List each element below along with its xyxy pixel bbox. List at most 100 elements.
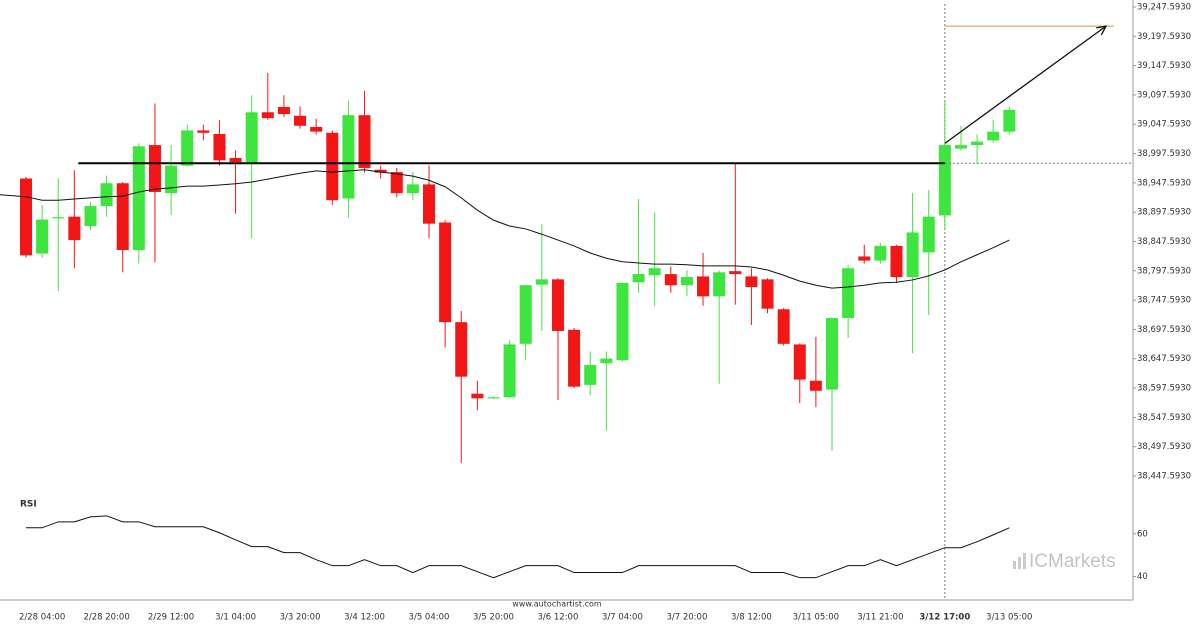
x-tick-label: 2/28 20:00	[83, 613, 129, 623]
candle-body	[84, 206, 97, 227]
candle-body	[616, 282, 629, 361]
candle-body	[842, 268, 855, 319]
forecast-arrow	[944, 25, 1107, 144]
candle-body	[326, 132, 339, 201]
candle-body	[713, 272, 726, 297]
candle-body	[584, 364, 597, 385]
candle-body	[374, 169, 387, 173]
candle-body	[439, 222, 452, 323]
candle-body	[213, 133, 226, 161]
candle-body	[181, 130, 194, 166]
y-tick-label: 38,497.5930	[1137, 442, 1191, 452]
y-tick-label: 39,247.5930	[1137, 2, 1191, 12]
candle-body	[165, 165, 178, 194]
candle-body	[777, 309, 790, 344]
candle-body	[294, 115, 307, 126]
candle-body	[390, 172, 403, 194]
x-tick-label: 3/12 17:00	[919, 613, 970, 623]
y-tick-label: 38,947.5930	[1137, 178, 1191, 188]
y-tick-label: 39,097.5930	[1137, 90, 1191, 100]
y-tick-label: 38,797.5930	[1137, 266, 1191, 276]
candle-body	[987, 131, 1000, 141]
candle-body	[36, 219, 49, 254]
x-tick-label: 3/5 04:00	[409, 613, 450, 623]
candle-body	[487, 397, 500, 399]
y-tick-label: 39,197.5930	[1137, 32, 1191, 42]
candle-body	[197, 130, 210, 133]
rsi-tick-label: 60	[1137, 529, 1148, 539]
y-tick-label: 38,697.5930	[1137, 325, 1191, 335]
moving-average-lead	[0, 194, 27, 198]
watermark-logo	[1013, 553, 1026, 569]
candle-body	[406, 184, 419, 194]
y-tick-label: 38,897.5930	[1137, 208, 1191, 218]
x-tick-label: 3/6 12:00	[538, 613, 579, 623]
candle-body	[342, 115, 355, 199]
y-tick-label: 38,847.5930	[1137, 237, 1191, 247]
candle-body	[277, 106, 290, 115]
candle-body	[793, 344, 806, 380]
x-tick-label: 3/5 20:00	[473, 613, 514, 623]
y-tick-label: 38,597.5930	[1137, 384, 1191, 394]
watermark: ICMarkets	[1029, 551, 1116, 572]
candle-body	[519, 285, 532, 344]
candle-body	[52, 217, 65, 219]
candle-body	[20, 178, 32, 256]
candle-body	[874, 245, 887, 261]
x-tick-label: 3/7 04:00	[602, 613, 643, 623]
moving-average	[25, 169, 1010, 289]
candle-body	[100, 183, 113, 207]
y-tick-label: 39,147.5930	[1137, 61, 1191, 71]
candle-body	[503, 344, 516, 398]
candle-body	[680, 277, 693, 286]
candle-body	[745, 276, 758, 287]
candle-body	[358, 115, 371, 168]
source: www.autochartist.com	[512, 600, 602, 609]
candle-body	[116, 183, 129, 251]
candle-body	[310, 126, 323, 132]
candle-body	[132, 146, 145, 251]
candle-body	[664, 274, 677, 286]
candle-body	[600, 358, 613, 364]
candle-body	[68, 216, 81, 241]
candle-body	[471, 393, 484, 399]
candle-body	[890, 245, 903, 278]
candle-body	[648, 268, 661, 276]
candle-body	[858, 256, 871, 261]
x-tick-label: 3/7 20:00	[666, 613, 707, 623]
x-tick-label: 3/1 04:00	[215, 613, 256, 623]
y-tick-label: 38,547.5930	[1137, 413, 1191, 423]
arrow-head	[1096, 25, 1108, 36]
y-tick-label: 39,047.5930	[1137, 120, 1191, 130]
rsi-label: RSI	[20, 500, 37, 510]
x-tick-label: 3/4 12:00	[344, 613, 385, 623]
x-tick-label: 3/11 21:00	[857, 613, 903, 623]
y-tick-label: 38,747.5930	[1137, 296, 1191, 306]
x-tick-label: 3/3 20:00	[280, 613, 321, 623]
rsi-line	[26, 515, 1010, 579]
candle-body	[1003, 109, 1016, 132]
candle-body	[245, 112, 258, 164]
x-tick-label: 3/13 05:00	[986, 613, 1032, 623]
candle-body	[954, 145, 967, 149]
candle-body	[809, 380, 822, 391]
candle-body	[826, 318, 838, 390]
candle-body	[632, 274, 645, 283]
rsi-tick-label: 40	[1137, 572, 1148, 582]
candle-body	[922, 216, 935, 253]
candle-body	[761, 279, 774, 309]
candle-body	[938, 145, 951, 216]
candle-body	[568, 329, 581, 387]
candle-body	[455, 322, 468, 377]
candle-body	[906, 232, 919, 278]
candle-body	[261, 112, 274, 119]
x-tick-label: 3/11 05:00	[793, 613, 839, 623]
candle-body	[551, 279, 564, 331]
x-tick-label: 2/28 04:00	[19, 613, 65, 623]
candle-body	[697, 276, 710, 297]
candle-body	[729, 271, 742, 275]
candle-body	[535, 279, 548, 285]
y-tick-label: 38,447.5930	[1137, 471, 1191, 481]
y-tick-label: 38,647.5930	[1137, 354, 1191, 364]
candle-body	[148, 145, 161, 193]
